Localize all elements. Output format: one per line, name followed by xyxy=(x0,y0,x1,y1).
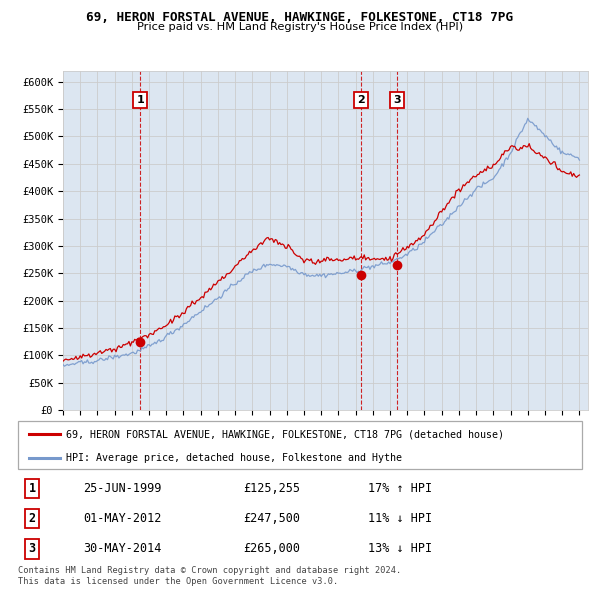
Text: Contains HM Land Registry data © Crown copyright and database right 2024.: Contains HM Land Registry data © Crown c… xyxy=(18,566,401,575)
Text: 2: 2 xyxy=(358,94,365,104)
Text: Price paid vs. HM Land Registry's House Price Index (HPI): Price paid vs. HM Land Registry's House … xyxy=(137,22,463,32)
Text: 69, HERON FORSTAL AVENUE, HAWKINGE, FOLKESTONE, CT18 7PG: 69, HERON FORSTAL AVENUE, HAWKINGE, FOLK… xyxy=(86,11,514,24)
Text: 30-MAY-2014: 30-MAY-2014 xyxy=(83,542,161,555)
Text: £247,500: £247,500 xyxy=(244,512,301,525)
Text: £265,000: £265,000 xyxy=(244,542,301,555)
Text: 17% ↑ HPI: 17% ↑ HPI xyxy=(368,482,432,495)
Text: 69, HERON FORSTAL AVENUE, HAWKINGE, FOLKESTONE, CT18 7PG (detached house): 69, HERON FORSTAL AVENUE, HAWKINGE, FOLK… xyxy=(66,429,504,439)
Text: 01-MAY-2012: 01-MAY-2012 xyxy=(83,512,161,525)
Text: 3: 3 xyxy=(29,542,35,555)
FancyBboxPatch shape xyxy=(18,421,582,469)
Text: 1: 1 xyxy=(136,94,144,104)
Text: 2: 2 xyxy=(29,512,35,525)
Text: 11% ↓ HPI: 11% ↓ HPI xyxy=(368,512,432,525)
Text: This data is licensed under the Open Government Licence v3.0.: This data is licensed under the Open Gov… xyxy=(18,577,338,586)
Text: £125,255: £125,255 xyxy=(244,482,301,495)
Text: 1: 1 xyxy=(29,482,35,495)
Text: 3: 3 xyxy=(393,94,401,104)
Text: 13% ↓ HPI: 13% ↓ HPI xyxy=(368,542,432,555)
Text: HPI: Average price, detached house, Folkestone and Hythe: HPI: Average price, detached house, Folk… xyxy=(66,453,402,463)
Text: 25-JUN-1999: 25-JUN-1999 xyxy=(83,482,161,495)
